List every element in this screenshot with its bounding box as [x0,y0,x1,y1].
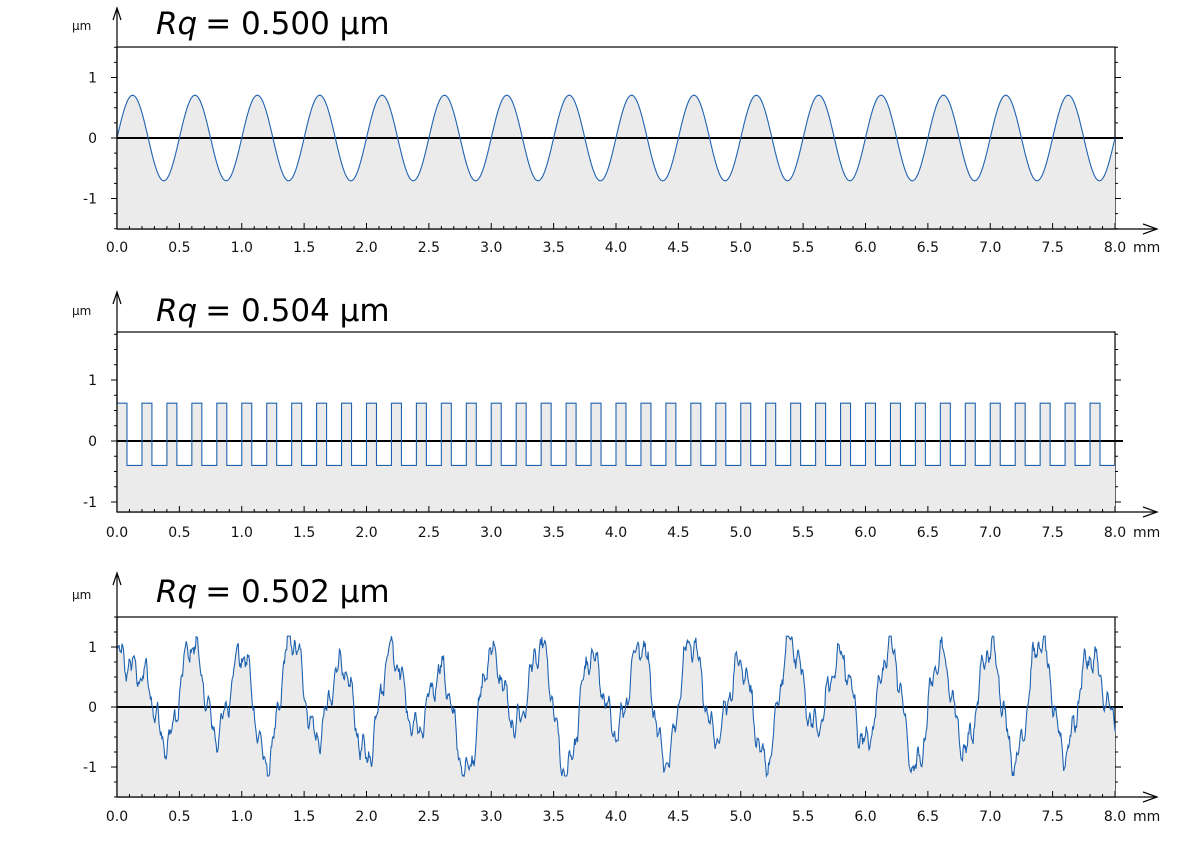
profile-fill-area [117,95,1115,229]
y-tick-label: -1 [83,495,97,511]
x-tick-label: 0.0 [106,809,128,825]
x-tick-label: 8.0 [1104,240,1126,256]
x-axis-arrowhead [1142,791,1159,803]
x-tick-label: 6.5 [917,240,939,256]
x-tick-label: 7.5 [1041,525,1063,541]
y-tick-label: 1 [88,373,97,389]
x-tick-label: 8.0 [1104,525,1126,541]
x-tick-label: 4.0 [605,240,627,256]
rq-title: Rq = 0.500 µm [156,6,390,42]
y-axis-arrowhead [112,571,122,586]
x-tick-label: 2.0 [355,240,377,256]
x-unit-label: mm [1133,240,1160,256]
x-tick-label: 6.0 [854,809,876,825]
x-tick-label: 6.0 [854,525,876,541]
profile-panel-3: 0.0 0.5 1.0 1.5 2.0 2.5 3.0 3.5 4.0 4.5 5.0 5.5 6.0 6… [72,571,1160,825]
profile-panel-1: 0.0 0.5 1.0 1.5 2.0 2.5 3.0 3.5 4.0 4.5 5.0 5.5 6.0 6… [72,6,1160,256]
x-unit-label: mm [1133,809,1160,825]
x-tick-label: 1.5 [293,809,315,825]
rq-metric: Rq [156,574,197,610]
x-tick-label: 4.5 [667,240,689,256]
x-tick-label: 6.5 [917,809,939,825]
x-tick-label: 3.0 [480,809,502,825]
rq-title: Rq = 0.504 µm [156,293,390,329]
x-tick-label: 2.5 [418,525,440,541]
x-tick-label: 3.0 [480,240,502,256]
x-tick-label: 0.5 [168,240,190,256]
profile-line [117,402,1115,466]
x-tick-label: 0.0 [106,525,128,541]
rq-value: = 0.502 µm [205,574,389,610]
y-unit-label: µm [72,304,91,318]
x-tick-label: 0.5 [168,809,190,825]
profile-line [116,94,1116,182]
x-tick-label: 1.0 [231,809,253,825]
x-tick-label: 7.0 [979,240,1001,256]
rq-metric: Rq [156,293,197,329]
x-tick-label: 1.0 [231,240,253,256]
y-tick-label: 0 [88,434,97,450]
x-tick-label: 2.5 [418,809,440,825]
x-tick-label: 5.5 [792,525,814,541]
y-tick-label: -1 [83,192,97,208]
x-tick-label: 3.5 [542,240,564,256]
x-tick-label: 1.5 [293,525,315,541]
x-tick-label: 5.0 [730,525,752,541]
x-tick-label: 5.5 [792,809,814,825]
y-tick-label: 1 [88,640,97,656]
x-tick-label: 3.0 [480,525,502,541]
x-tick-label: 4.5 [667,525,689,541]
x-tick-label: 7.5 [1041,809,1063,825]
x-tick-label: 7.5 [1041,240,1063,256]
x-tick-label: 3.5 [542,525,564,541]
x-tick-label: 6.5 [917,525,939,541]
y-tick-label: 1 [88,71,97,87]
x-tick-label: 1.0 [231,525,253,541]
profile-panel-2: 0.0 0.5 1.0 1.5 2.0 2.5 3.0 3.5 4.0 4.5 5.0 5.5 6.0 6… [72,290,1160,541]
y-axis-arrowhead [112,6,122,21]
rq-value: = 0.500 µm [205,6,389,42]
x-tick-label: 6.0 [854,240,876,256]
x-tick-label: 7.0 [979,809,1001,825]
x-tick-label: 0.0 [106,240,128,256]
x-axis-arrowhead [1142,223,1159,235]
x-tick-label: 5.0 [730,809,752,825]
x-tick-label: 7.0 [979,525,1001,541]
x-tick-label: 4.0 [605,525,627,541]
x-tick-label: 2.0 [355,525,377,541]
rq-title: Rq = 0.502 µm [156,574,390,610]
x-axis-arrowhead [1142,506,1159,518]
profile-fill-area [117,636,1115,797]
y-tick-label: 0 [88,131,97,147]
rq-metric: Rq [156,6,197,42]
x-tick-label: 2.0 [355,809,377,825]
x-tick-label: 5.5 [792,240,814,256]
x-tick-label: 8.0 [1104,809,1126,825]
y-tick-label: -1 [83,760,97,776]
y-unit-label: µm [72,19,91,33]
x-tick-label: 2.5 [418,240,440,256]
x-tick-label: 3.5 [542,809,564,825]
x-tick-label: 5.0 [730,240,752,256]
x-tick-label: 4.5 [667,809,689,825]
profile-line [116,635,1116,779]
rq-value: = 0.504 µm [205,293,389,329]
x-tick-label: 1.5 [293,240,315,256]
x-tick-label: 4.0 [605,809,627,825]
x-tick-label: 0.5 [168,525,190,541]
y-tick-label: 0 [88,700,97,716]
y-axis-arrowhead [112,290,122,305]
x-unit-label: mm [1133,525,1160,541]
y-unit-label: µm [72,588,91,602]
